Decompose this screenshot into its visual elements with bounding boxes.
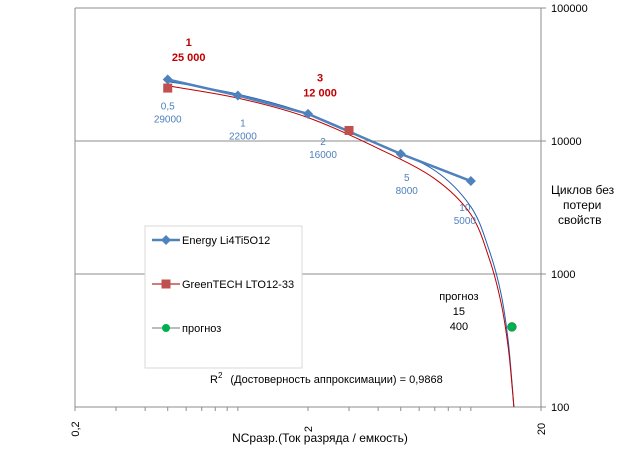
series-energy-point-0 bbox=[162, 74, 173, 85]
series-forecast-point-0 bbox=[507, 322, 517, 332]
greentech-label-0-1: 25 000 bbox=[172, 52, 206, 64]
legend-label-energy: Energy Li4Ti5O12 bbox=[182, 235, 270, 247]
energy-label-2-0: 2 bbox=[320, 137, 326, 148]
y-tick-label-100000: 100000 bbox=[551, 3, 588, 15]
legend-label-forecast: прогноз bbox=[182, 323, 221, 335]
x-axis-title: NCразр.(Ток разряда / емкость) bbox=[232, 431, 408, 445]
legend-marker-forecast bbox=[162, 324, 170, 332]
axes: 100 1000 10000 100000 0,2 2 20 bbox=[70, 3, 588, 437]
energy-label-3-1: 8000 bbox=[396, 186, 419, 197]
legend-label-greentech: GreenTECH LTO12-33 bbox=[182, 279, 294, 291]
r-squared-annotation: R2 (Достоверность аппроксимации) = 0,9868 bbox=[210, 371, 443, 386]
r-squared-text: (Достоверность аппроксимации) = 0,9868 bbox=[230, 374, 442, 386]
series-energy-point-1 bbox=[232, 90, 243, 101]
legend-marker-energy bbox=[161, 235, 171, 245]
y-tick-label-100: 100 bbox=[551, 402, 569, 414]
series-energy-point-3 bbox=[395, 148, 406, 159]
greentech-label-1-1: 12 000 bbox=[303, 87, 337, 99]
r-squared-label: R2 (Достоверность аппроксимации) = 0,9868 bbox=[210, 371, 443, 386]
energy-label-1-1: 22000 bbox=[229, 131, 257, 142]
x-tick-label-0,2: 0,2 bbox=[70, 421, 82, 436]
greentech-label-1-0: 3 bbox=[317, 72, 323, 84]
energy-label-4-0: 10 bbox=[459, 203, 471, 214]
energy-label-4-1: 5000 bbox=[454, 216, 477, 227]
trend-lines bbox=[167, 81, 515, 408]
energy-label-1-0: 1 bbox=[240, 118, 246, 129]
y-axis-title-line-2: потери bbox=[563, 198, 601, 212]
series-energy-point-4 bbox=[465, 176, 476, 187]
y-tick-label-1000: 1000 bbox=[551, 269, 575, 281]
y-axis-title-line-1: Циклов без bbox=[551, 183, 615, 197]
energy-label-3-0: 5 bbox=[404, 173, 410, 184]
series-greentech-point-0 bbox=[163, 83, 173, 93]
series-layer bbox=[162, 74, 517, 332]
x-tick-label-20: 20 bbox=[536, 423, 548, 435]
energy-label-0-0: 0,5 bbox=[161, 102, 175, 113]
trend-line-2 bbox=[167, 85, 515, 408]
legend-box bbox=[144, 225, 303, 369]
data-labels: 0,5 29000 1 22000 2 16000 5 8000 10 5000 1 25 000 3 1… bbox=[154, 37, 479, 333]
forecast-label-0: прогноз bbox=[439, 291, 478, 303]
r-squared-superscript: 2 bbox=[218, 371, 223, 380]
greentech-label-0-0: 1 bbox=[186, 37, 192, 49]
x-tick-label-2: 2 bbox=[303, 426, 315, 432]
r-squared-prefix: R bbox=[210, 374, 218, 386]
forecast-label-1: 15 bbox=[453, 306, 465, 318]
trend-line-1 bbox=[167, 81, 515, 408]
y-axis-title-line-3: свойств bbox=[558, 213, 602, 227]
forecast-label-2: 400 bbox=[450, 321, 468, 333]
legend: Energy Li4Ti5O12 GreenTECH LTO12-33 прог… bbox=[144, 225, 303, 369]
y-tick-label-10000: 10000 bbox=[551, 136, 582, 148]
series-energy-point-2 bbox=[303, 108, 313, 119]
legend-marker-greentech bbox=[161, 279, 171, 289]
energy-label-2-1: 16000 bbox=[309, 150, 337, 161]
energy-label-0-1: 29000 bbox=[154, 115, 182, 126]
series-greentech-point-1 bbox=[344, 125, 354, 135]
y-axis-title: Циклов без потери свойств bbox=[551, 183, 615, 227]
